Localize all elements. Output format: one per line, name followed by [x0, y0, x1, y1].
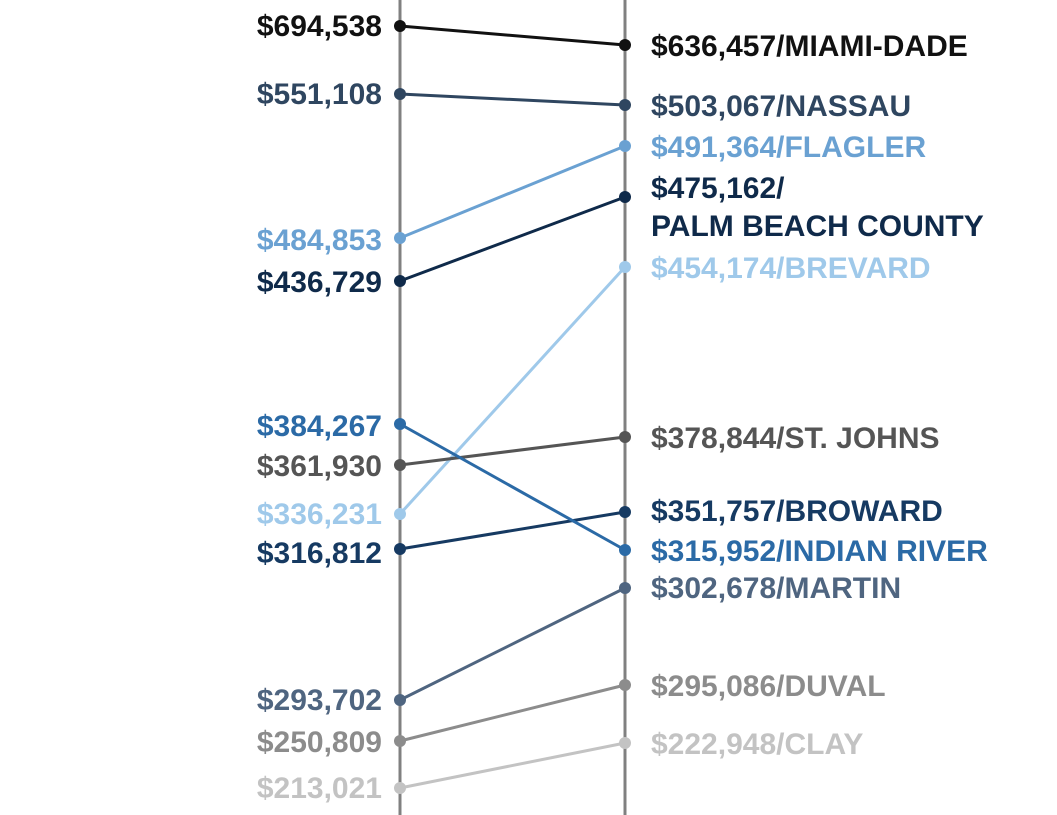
- left-label-broward: $316,812: [257, 537, 382, 570]
- right-label-line2-palm-beach-county: PALM BEACH COUNTY: [651, 210, 984, 243]
- right-label-broward: $351,757/BROWARD: [651, 495, 943, 528]
- left-point-brevard: [394, 508, 406, 520]
- left-label-indian-river: $384,267: [257, 410, 382, 443]
- slope-line-clay: [399, 741, 626, 790]
- left-point-miami-dade: [394, 20, 406, 32]
- right-point-martin: [619, 582, 631, 594]
- left-label-clay: $213,021: [257, 772, 382, 805]
- right-label-martin: $302,678/MARTIN: [651, 572, 901, 605]
- right-label-duval: $295,086/DUVAL: [651, 670, 886, 703]
- right-label-miami-dade: $636,457/MIAMI-DADE: [651, 30, 968, 63]
- right-point-miami-dade: [619, 39, 631, 51]
- slope-line-st-johns: [399, 435, 626, 467]
- left-point-duval: [394, 735, 406, 747]
- left-label-miami-dade: $694,538: [257, 10, 382, 43]
- right-point-nassau: [619, 99, 631, 111]
- right-point-clay: [619, 737, 631, 749]
- slope-line-duval: [399, 683, 626, 743]
- right-point-palm-beach-county: [619, 191, 631, 203]
- left-label-st-johns: $361,930: [257, 450, 382, 483]
- slope-line-brevard: [398, 265, 627, 516]
- right-label-indian-river: $315,952/INDIAN RIVER: [651, 535, 988, 568]
- left-point-martin: [394, 694, 406, 706]
- right-label-flagler: $491,364/FLAGLER: [651, 131, 926, 164]
- left-point-broward: [394, 543, 406, 555]
- left-label-brevard: $336,231: [257, 498, 382, 531]
- left-label-duval: $250,809: [257, 726, 382, 759]
- left-point-indian-river: [394, 418, 406, 430]
- slope-line-nassau: [399, 92, 626, 107]
- right-label-palm-beach-county: $475,162/: [651, 172, 785, 205]
- slope-line-indian-river: [399, 422, 626, 552]
- right-point-indian-river: [619, 544, 631, 556]
- left-label-nassau: $551,108: [257, 78, 382, 111]
- right-label-clay: $222,948/CLAY: [651, 728, 863, 761]
- left-label-flagler: $484,853: [257, 224, 382, 257]
- right-label-st-johns: $378,844/ST. JOHNS: [651, 422, 940, 455]
- right-label-nassau: $503,067/NASSAU: [651, 90, 911, 123]
- left-label-palm-beach-county: $436,729: [257, 266, 382, 299]
- slope-line-miami-dade: [399, 24, 626, 47]
- slope-line-martin: [399, 586, 626, 702]
- left-point-nassau: [394, 88, 406, 100]
- left-point-flagler: [394, 232, 406, 244]
- left-point-st-johns: [394, 459, 406, 471]
- right-point-duval: [619, 679, 631, 691]
- left-point-clay: [394, 782, 406, 794]
- left-point-palm-beach-county: [394, 275, 406, 287]
- right-point-flagler: [619, 140, 631, 152]
- left-label-martin: $293,702: [257, 684, 382, 717]
- right-point-brevard: [619, 261, 631, 273]
- right-point-broward: [619, 506, 631, 518]
- right-point-st-johns: [619, 431, 631, 443]
- right-label-brevard: $454,174/BREVARD: [651, 252, 931, 285]
- slope-line-flagler: [399, 144, 626, 240]
- slope-line-palm-beach-county: [399, 195, 626, 283]
- slope-line-broward: [399, 510, 626, 551]
